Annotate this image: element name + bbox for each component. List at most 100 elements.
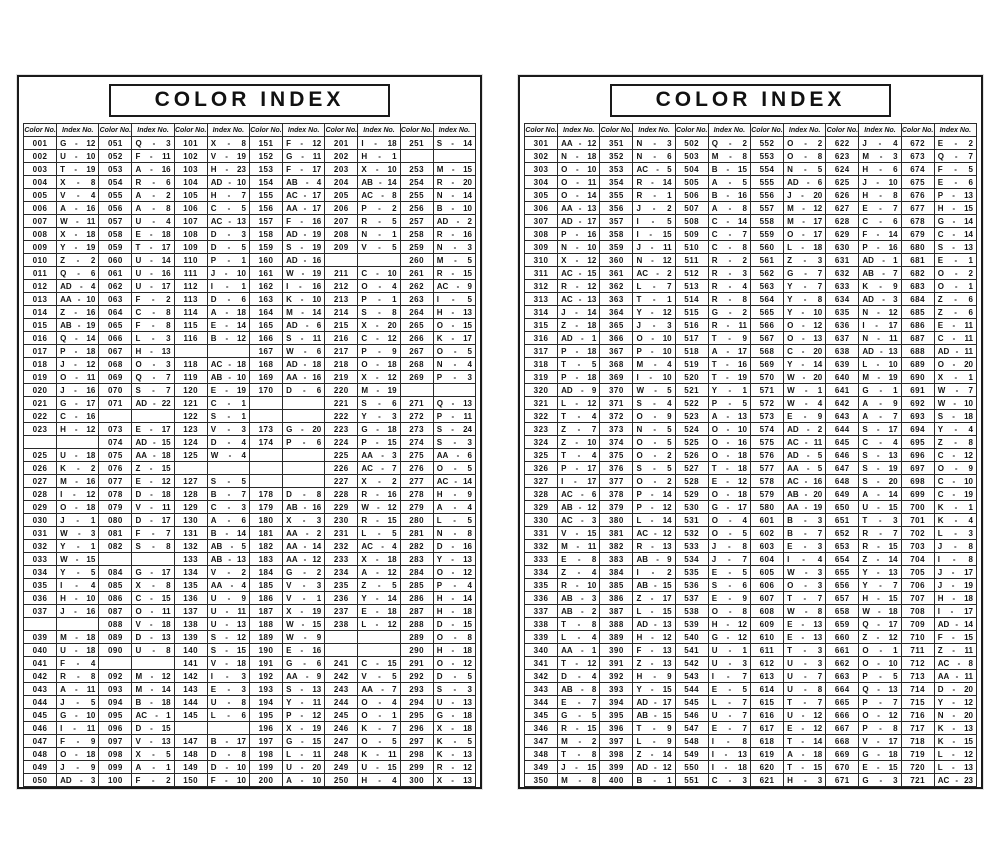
color-no-cell: 511 — [674, 253, 709, 267]
color-no-cell: 696 — [900, 448, 935, 462]
index-no-cell: E-5 — [707, 565, 751, 579]
index-no-cell: L-9 — [632, 734, 676, 748]
color-no-cell: 125 — [173, 448, 208, 462]
index-no-cell: AA -4 — [206, 578, 250, 592]
index-no-cell: G -11 — [282, 149, 326, 163]
color-no-cell: 099 — [98, 760, 133, 774]
index-no-cell: S-8 — [131, 539, 175, 553]
color-no-cell: 347 — [523, 734, 559, 748]
index-no-cell: H -18 — [933, 591, 978, 605]
index-no-cell: L -12 — [357, 617, 401, 631]
color-no-cell: 716 — [900, 708, 935, 722]
index-no-cell: L-6 — [206, 708, 250, 722]
color-no-cell: 180 — [248, 513, 284, 527]
index-no-cell: Q-6 — [56, 266, 100, 280]
index-no-cell: G-7 — [783, 266, 827, 280]
index-no-cell: E -16 — [282, 643, 326, 657]
index-no-cell: F -15 — [933, 630, 978, 644]
index-no-cell: P-3 — [432, 370, 477, 384]
color-no-cell: 657 — [825, 591, 860, 605]
index-no-cell: AC -18 — [206, 357, 250, 371]
index-no-cell: A-8 — [707, 201, 751, 215]
index-no-cell: K-5 — [432, 734, 477, 748]
index-no-cell: I-8 — [707, 734, 751, 748]
color-no-cell: 095 — [98, 708, 133, 722]
color-no-cell: 689 — [900, 357, 935, 371]
index-no-cell: AD -2 — [432, 214, 477, 228]
color-no-cell: 258 — [399, 227, 434, 241]
color-no-cell: 056 — [98, 201, 133, 215]
color-no-cell: 612 — [749, 656, 785, 670]
index-no-header: Index No. — [357, 123, 401, 137]
index-no-cell: U -15 — [858, 500, 902, 514]
index-no-cell: U-3 — [783, 656, 827, 670]
table-row: 350 M -8 400 B -1 551 C -3 621 H -3 671 G -3 721 AC -23 — [523, 773, 978, 787]
index-no-cell: W-6 — [282, 344, 326, 358]
index-no-cell: O -18 — [357, 357, 401, 371]
color-no-cell: 059 — [98, 240, 133, 254]
index-no-cell: T-7 — [783, 591, 827, 605]
color-no-cell: 707 — [900, 591, 935, 605]
index-no-cell: N-8 — [432, 526, 477, 540]
index-no-cell: O-1 — [357, 708, 401, 722]
index-no-header: Index No. — [56, 123, 100, 137]
index-no-cell: T -16 — [707, 357, 751, 371]
color-no-header: Color No. — [523, 123, 559, 137]
index-no-cell: D -15 — [131, 721, 175, 735]
index-no-cell: N-3 — [432, 240, 477, 254]
color-no-cell: 398 — [599, 747, 634, 761]
color-no-cell: 503 — [674, 149, 709, 163]
color-no-cell: 204 — [324, 175, 359, 189]
index-no-cell: R -11 — [707, 318, 751, 332]
color-no-cell: 197 — [248, 734, 284, 748]
index-no-cell: O-5 — [432, 344, 477, 358]
index-no-cell: B-7 — [206, 487, 250, 501]
color-no-cell: 135 — [173, 578, 208, 592]
color-no-cell: 377 — [599, 474, 634, 488]
page-title: COLOR INDEX — [154, 88, 345, 111]
index-no-cell: A-1 — [131, 760, 175, 774]
index-no-cell: W -15 — [282, 617, 326, 631]
index-no-cell: O -11 — [131, 604, 175, 618]
index-no-cell: U -18 — [56, 448, 100, 462]
index-no-cell: S -24 — [432, 422, 477, 436]
color-no-cell: 637 — [825, 331, 860, 345]
index-no-cell: O-1 — [933, 279, 978, 293]
color-no-cell: 552 — [749, 136, 785, 150]
index-no-cell: S -17 — [858, 422, 902, 436]
color-no-cell: 564 — [749, 292, 785, 306]
index-no-cell: E-7 — [858, 201, 902, 215]
color-no-cell: 149 — [173, 760, 208, 774]
index-no-cell: P -18 — [557, 370, 601, 384]
index-no-cell: A-4 — [432, 500, 477, 514]
index-no-cell: F-2 — [131, 773, 175, 787]
color-no-cell: 704 — [900, 552, 935, 566]
color-no-cell: 536 — [674, 578, 709, 592]
table-row: 338 T -8 388 AD -13 539 H -12 609 E -13 659 Q -17 709 AD… — [523, 617, 978, 631]
index-no-cell: O-2 — [783, 136, 827, 150]
index-no-cell: B-7 — [783, 526, 827, 540]
index-no-cell: AA -16 — [282, 370, 326, 384]
color-no-cell: 018 — [22, 357, 58, 371]
color-no-cell: 394 — [599, 695, 634, 709]
table-row: 330 AC -3 380 L -14 531 O -4 601 B -3 651 T -3 701 K -4 — [523, 513, 978, 527]
color-no-cell: 207 — [324, 214, 359, 228]
table-row: 302 N -18 352 N -6 503 M -8 553 O -8 623 M -3 673 Q -7 — [523, 149, 978, 163]
color-no-cell: 230 — [324, 513, 359, 527]
color-no-cell: 174 — [248, 435, 284, 449]
color-no-cell: 345 — [523, 708, 559, 722]
table-row: 339 L -4 389 H -12 540 G -12 610 E -13 660 Z -12 710 F -1… — [523, 630, 978, 644]
color-no-cell: 665 — [825, 695, 860, 709]
index-no-cell: A-5 — [707, 175, 751, 189]
color-no-cell: 007 — [22, 214, 58, 228]
index-no-cell: C -10 — [357, 266, 401, 280]
index-no-cell: O -12 — [432, 656, 477, 670]
color-no-cell: 548 — [674, 734, 709, 748]
index-no-cell: AC -15 — [557, 266, 601, 280]
color-no-cell: 121 — [173, 396, 208, 410]
color-no-cell: 193 — [248, 682, 284, 696]
index-no-cell: D -20 — [933, 682, 978, 696]
color-no-cell: 693 — [900, 409, 935, 423]
color-no-cell: 305 — [523, 188, 559, 202]
